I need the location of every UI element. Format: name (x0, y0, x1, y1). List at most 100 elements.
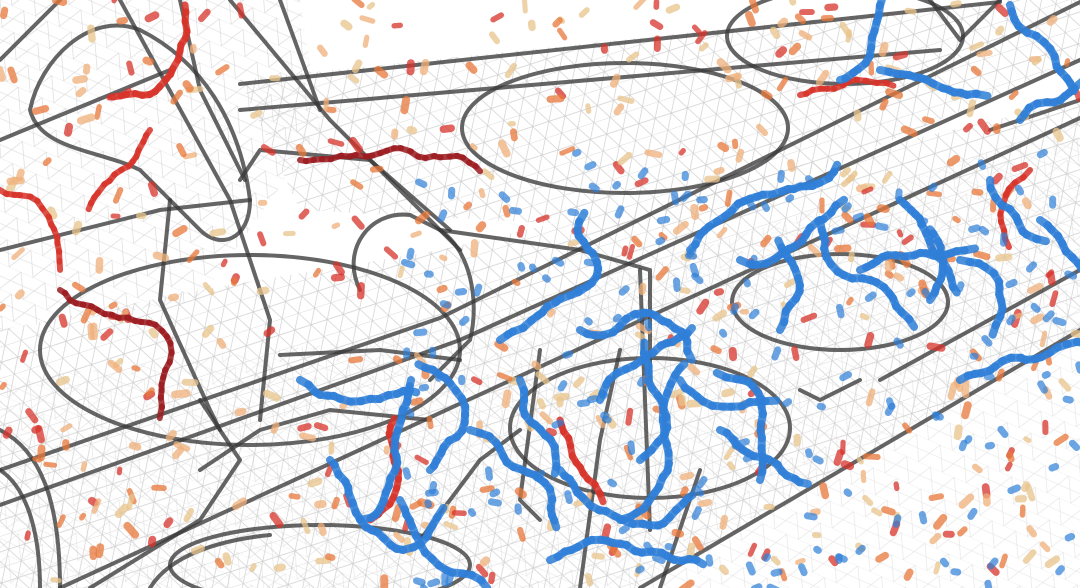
fiber-segment (478, 188, 486, 199)
fiber-segment (514, 487, 527, 499)
fiber-segment (1064, 533, 1076, 542)
fiber-segment (747, 542, 758, 557)
fiber-segment (231, 277, 238, 287)
fiber-segment (634, 331, 646, 340)
fiber-segment (776, 76, 789, 92)
fiber-segment (108, 301, 118, 310)
fiber-segment (762, 553, 771, 562)
fiber-segment (508, 207, 522, 215)
fiber-segment (209, 228, 227, 237)
lower-outline (198, 408, 432, 472)
fiber-segment (717, 141, 730, 153)
fiber-segment (167, 293, 180, 302)
fiber-segment (351, 215, 365, 230)
fiber-segment (984, 579, 993, 588)
fiber-segment (831, 226, 845, 235)
fiber-segment (834, 244, 852, 253)
fiber-segment (613, 103, 625, 116)
fiber-segment (691, 24, 702, 35)
fiber-segment (88, 496, 99, 507)
fiber-segment (599, 391, 609, 400)
fiber-segment (15, 168, 25, 182)
fiber-segment (893, 337, 904, 349)
fiber-segment (860, 469, 867, 484)
fiber-segment (516, 526, 526, 542)
fiber-segment (978, 225, 990, 236)
fiber-segment (414, 210, 430, 225)
fiber-segment (724, 72, 742, 83)
fiber-segment (1074, 259, 1080, 273)
fiber-segment (433, 503, 448, 522)
fiber-segment (152, 251, 170, 262)
fiber-segment (58, 313, 68, 328)
fiber-segment (950, 0, 962, 8)
fiber-segment (841, 202, 852, 213)
fiber-segment (864, 291, 877, 302)
fiber-segment (413, 328, 428, 337)
fiber-segment (718, 564, 729, 576)
fiber-segment (546, 94, 565, 103)
fiber-segment (165, 429, 177, 442)
fiber-segment (638, 282, 647, 296)
fiber-segment (995, 3, 1009, 17)
fiber-segment (964, 435, 973, 444)
fiber-segment (1072, 337, 1080, 347)
fiber-segment (256, 286, 270, 296)
fiber-segment (961, 401, 972, 420)
fiber-segment (903, 568, 914, 581)
fiber-segment (55, 375, 70, 386)
fiber-segment (991, 172, 1003, 185)
fiber-segment (424, 499, 433, 509)
bracket-outline (278, 0, 322, 112)
fiber-segment (439, 254, 448, 262)
fiber-segment (788, 0, 797, 6)
fiber-segment (14, 289, 25, 300)
fiber-segment (550, 461, 561, 478)
fiber-segment (999, 553, 1008, 569)
fiber-segment (812, 455, 824, 465)
fiber-segment (112, 186, 124, 204)
fiber-segment (865, 388, 876, 407)
fiber-segment (2, 426, 13, 439)
fiber-segment (933, 561, 941, 575)
fiber-segment (977, 159, 987, 170)
fiber-segment (958, 493, 975, 509)
fiber-segment (1037, 380, 1048, 394)
fiber-segment (535, 371, 550, 385)
bracket-outline (228, 0, 462, 252)
fiber-segment (562, 350, 573, 359)
fiber-segment (953, 424, 963, 441)
fiber-segment (472, 163, 484, 175)
fiber-segment (716, 226, 728, 239)
fiber-segment (0, 66, 6, 82)
fiber-segment (186, 249, 200, 264)
fiber-segment (24, 530, 31, 541)
fiber-segment (679, 471, 694, 481)
fiber-segment (829, 160, 842, 177)
fiber-segment (875, 0, 886, 10)
fiber-segment (1014, 184, 1025, 196)
fiber-segment (988, 320, 1000, 339)
fiber-segment (584, 317, 593, 326)
fiber-segment (971, 89, 992, 100)
fiber-segment (567, 238, 582, 248)
fiber-segment (804, 175, 817, 187)
fiber-segment (745, 561, 756, 576)
fiber-segment (82, 63, 91, 75)
fiber-segment (91, 498, 102, 515)
fiber-segment (573, 376, 585, 388)
fiber-segment (172, 224, 188, 238)
fiber-segment (314, 500, 327, 509)
fiber-segment (386, 415, 398, 431)
fiber-segment (626, 51, 640, 63)
fiber-segment (249, 563, 257, 573)
fiber-segment (87, 24, 96, 43)
fiber-segment (868, 60, 875, 76)
fiber-segment (181, 378, 199, 387)
fiber-segment (621, 245, 629, 257)
fiber-segment (828, 555, 839, 567)
fiber-segment (760, 89, 773, 100)
fiber-segment (50, 577, 62, 584)
fiber-segment (75, 87, 87, 98)
fiber-segment (539, 411, 553, 425)
